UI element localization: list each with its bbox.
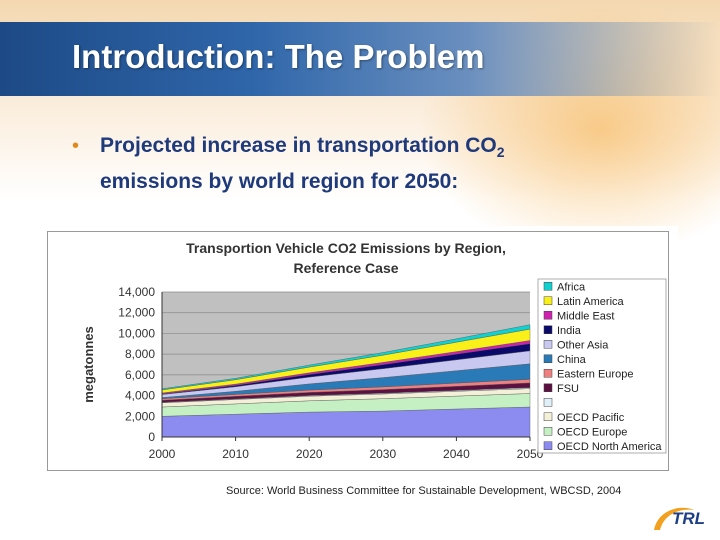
legend-swatch (543, 282, 553, 291)
series-area-africa (161, 324, 531, 391)
legend-label: OECD Europe (557, 426, 627, 438)
x-tick-label: 2030 (369, 447, 396, 461)
legend-swatch (543, 441, 553, 450)
legend-swatch (543, 369, 553, 378)
bullet-subscript: 2 (496, 144, 505, 161)
legend-swatch (543, 340, 553, 349)
y-tick-label: 14,000 (118, 285, 155, 299)
legend-label: China (557, 354, 587, 366)
x-tick-label: 2000 (149, 447, 176, 461)
logo-text: TRL (672, 509, 705, 528)
title-bar (0, 22, 720, 96)
legend-label: Other Asia (557, 339, 609, 351)
y-tick-label: 10,000 (118, 326, 155, 340)
legend-swatch (543, 412, 553, 421)
trl-logo: TRL (654, 507, 705, 530)
legend-box (537, 278, 667, 454)
legend-label: OECD Pacific (557, 412, 625, 424)
legend-swatch (543, 325, 553, 334)
y-tick-label: 6,000 (125, 368, 155, 382)
y-tick-label: 12,000 (118, 306, 155, 320)
chart-title-line-2: Reference Case (293, 260, 398, 276)
y-tick-label: 2,000 (125, 409, 155, 423)
chart-title-line-1: Transportion Vehicle CO2 Emissions by Re… (186, 240, 506, 256)
x-tick-label: 2040 (443, 447, 470, 461)
legend-label: FSU (557, 383, 579, 395)
legend-label: Latin America (557, 296, 625, 308)
x-tick-label: 2020 (296, 447, 323, 461)
x-tick-label: 2010 (222, 447, 249, 461)
source-note: Source: World Business Committee for Sus… (226, 485, 622, 497)
y-tick-label: 8,000 (125, 347, 155, 361)
legend-label: Middle East (557, 310, 614, 322)
chart-panel: Transportion Vehicle CO2 Emissions by Re… (47, 231, 669, 471)
legend-label: Eastern Europe (557, 368, 633, 380)
legend-swatch (543, 296, 553, 305)
legend-swatch (543, 383, 553, 392)
area-chart: Transportion Vehicle CO2 Emissions by Re… (81, 240, 667, 461)
y-axis-label: megatonnes (81, 326, 96, 403)
bullet-text: Projected increase in transportation CO2… (100, 131, 620, 196)
x-tick-label: 2050 (517, 447, 544, 461)
legend-label: OECD North America (557, 441, 662, 453)
logo-swoosh (654, 507, 694, 530)
legend-swatch (543, 354, 553, 363)
slide-title: Introduction: The Problem (72, 38, 485, 75)
legend-swatch (543, 398, 553, 407)
y-tick-label: 0 (148, 430, 155, 444)
legend-label: Africa (557, 281, 586, 293)
legend-label: India (557, 325, 582, 337)
bullet-marker: • (72, 135, 80, 157)
legend-swatch (543, 427, 553, 436)
bullet-rest-text: emissions by world region for 2050: (100, 170, 459, 194)
bullet-main-text: Projected increase in transportation CO (100, 134, 497, 157)
chart-frame: Transportion Vehicle CO2 Emissions by Re… (37, 226, 678, 482)
legend-swatch (543, 311, 553, 320)
y-tick-label: 4,000 (125, 389, 155, 403)
